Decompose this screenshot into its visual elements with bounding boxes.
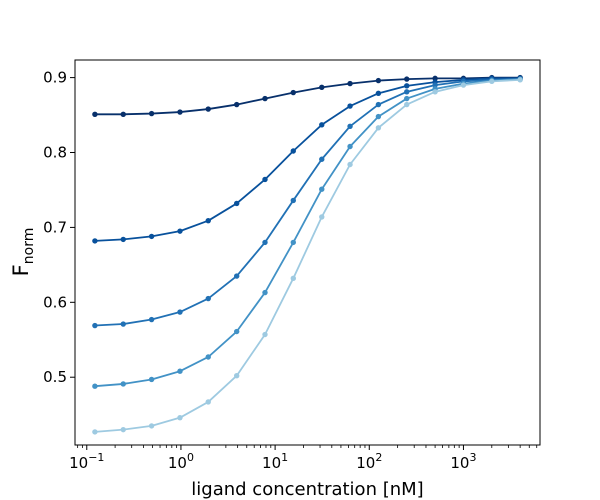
- data-point: [290, 197, 296, 204]
- data-point: [517, 77, 523, 83]
- y-axis-label-text: Fnorm: [9, 228, 37, 277]
- data-point: [375, 101, 382, 108]
- data-point: [290, 148, 296, 154]
- data-point: [177, 109, 183, 115]
- data-point: [432, 82, 438, 88]
- x-axis-label: ligand concentration [nM]: [191, 479, 423, 500]
- data-point: [262, 289, 268, 296]
- series-layer: [92, 74, 523, 435]
- series-line-5: [94, 78, 521, 433]
- data-point: [290, 275, 296, 282]
- data-point: [148, 376, 155, 383]
- data-point: [92, 322, 98, 329]
- data-point: [92, 238, 98, 244]
- data-point: [347, 80, 353, 87]
- data-point: [120, 381, 126, 387]
- data-point: [177, 368, 183, 374]
- data-point: [319, 186, 325, 192]
- series-line-2: [94, 77, 521, 242]
- plot-area-frame: [74, 59, 541, 446]
- data-point: [120, 426, 126, 433]
- data-point: [347, 123, 353, 129]
- y-tick-label: 0.7: [43, 218, 67, 236]
- data-point: [375, 113, 382, 120]
- data-point: [120, 236, 126, 243]
- data-point: [404, 101, 410, 108]
- y-axis-label-subscript: norm: [21, 228, 37, 265]
- data-point: [234, 101, 240, 108]
- y-tick-label: 0.6: [43, 293, 67, 311]
- data-point: [404, 76, 410, 82]
- data-point: [92, 383, 98, 389]
- data-point: [120, 321, 126, 327]
- series-line-4: [94, 78, 521, 388]
- data-point: [148, 423, 155, 429]
- data-point: [319, 214, 325, 220]
- data-point: [234, 273, 240, 279]
- series-line-1: [94, 76, 521, 116]
- data-point: [432, 89, 438, 95]
- data-point: [205, 295, 211, 302]
- data-point: [92, 429, 98, 435]
- x-tick-label: 101: [262, 451, 288, 472]
- data-point: [177, 309, 183, 315]
- data-point: [290, 89, 296, 96]
- y-axis-ticks: 0.5 0.6 0.7 0.8 0.9: [43, 69, 75, 386]
- data-point: [460, 82, 467, 88]
- data-point: [404, 89, 410, 95]
- y-axis-label-main: F: [9, 264, 33, 276]
- y-tick-label: 0.8: [43, 144, 67, 162]
- data-point: [319, 122, 325, 128]
- data-point: [205, 217, 211, 224]
- data-point: [347, 103, 353, 109]
- data-point: [404, 83, 410, 89]
- data-point: [177, 414, 183, 421]
- y-axis-label: Fnorm: [9, 228, 37, 277]
- data-point: [489, 78, 495, 85]
- data-point: [148, 316, 155, 323]
- data-point: [148, 233, 155, 240]
- data-point: [404, 95, 410, 102]
- data-point: [375, 77, 382, 84]
- data-point: [375, 90, 382, 97]
- data-point: [205, 354, 211, 360]
- data-point: [319, 84, 325, 91]
- data-point: [375, 125, 382, 131]
- data-point: [290, 239, 296, 246]
- data-point: [205, 399, 211, 405]
- x-tick-label: 102: [356, 451, 382, 472]
- data-point: [205, 106, 211, 112]
- series-line-3: [94, 78, 521, 327]
- x-tick-label: 100: [168, 451, 194, 472]
- data-point: [432, 75, 438, 82]
- data-point: [262, 95, 268, 102]
- x-tick-label: 103: [450, 451, 476, 472]
- data-point: [262, 176, 268, 183]
- data-point: [148, 110, 155, 117]
- data-point: [347, 161, 353, 168]
- data-point: [234, 200, 240, 207]
- data-point: [234, 328, 240, 335]
- y-tick-label: 0.9: [43, 69, 67, 87]
- data-point: [177, 228, 183, 234]
- data-point: [347, 143, 353, 150]
- data-point: [120, 111, 126, 118]
- y-tick-label: 0.5: [43, 368, 67, 386]
- data-point: [92, 111, 98, 118]
- data-point: [234, 373, 240, 379]
- data-point: [262, 331, 268, 338]
- x-axis-ticks: 10−1 100 101 102 103: [69, 445, 538, 472]
- x-tick-label: 10−1: [69, 451, 104, 472]
- data-point: [262, 239, 268, 246]
- data-point: [319, 156, 325, 162]
